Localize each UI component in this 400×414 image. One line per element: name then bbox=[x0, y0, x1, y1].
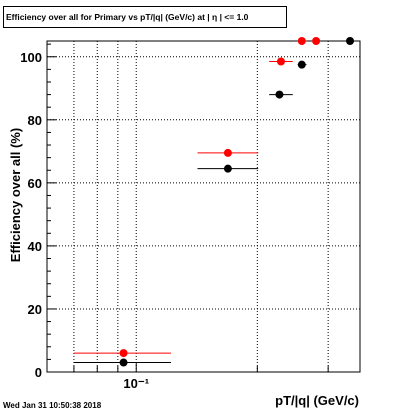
grid-lines bbox=[47, 41, 360, 372]
y-tick-label: 100 bbox=[20, 50, 42, 65]
series-black bbox=[73, 37, 355, 367]
y-tick-label: 0 bbox=[35, 365, 42, 380]
data-point-black bbox=[297, 60, 306, 69]
data-point-red bbox=[276, 57, 285, 66]
axis-ticks bbox=[46, 43, 329, 373]
data-point-red bbox=[223, 148, 232, 157]
data-point-red bbox=[312, 37, 321, 45]
data-point-red bbox=[119, 349, 128, 358]
data-point-black bbox=[275, 90, 284, 99]
x-tick-label: 10⁻¹ bbox=[123, 376, 149, 391]
x-axis-label: pT/|q| (GeV/c) bbox=[275, 393, 359, 408]
tick-labels: 0 20 40 60 80 100 10⁻¹ bbox=[20, 50, 149, 391]
series-red bbox=[73, 37, 321, 358]
data-point-black bbox=[346, 37, 355, 45]
data-point-black bbox=[223, 164, 232, 173]
y-tick-label: 20 bbox=[28, 302, 42, 317]
data-point-black bbox=[119, 358, 128, 367]
timestamp: Wed Jan 31 10:50:38 2018 bbox=[3, 401, 102, 410]
data-point-red bbox=[297, 37, 306, 45]
y-tick-label: 80 bbox=[28, 113, 42, 128]
plot-frame bbox=[46, 40, 361, 373]
chart-title: Efficiency over all for Primary vs pT/|q… bbox=[3, 6, 287, 28]
data-series bbox=[73, 37, 355, 367]
y-tick-label: 40 bbox=[28, 239, 42, 254]
y-tick-label: 60 bbox=[28, 176, 42, 191]
y-axis-label: Efficiency over all (%) bbox=[8, 128, 23, 262]
